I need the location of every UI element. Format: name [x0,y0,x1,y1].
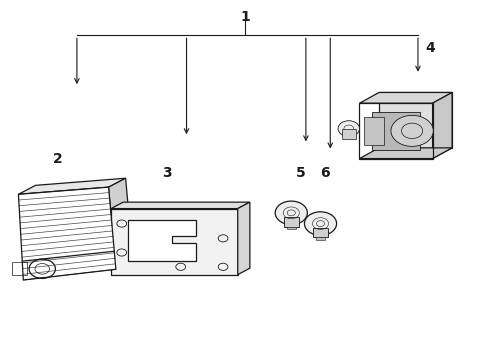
Bar [12,262,26,275]
Polygon shape [19,178,125,194]
Polygon shape [128,220,196,261]
Bar [316,237,325,240]
Polygon shape [111,208,238,275]
Text: 5: 5 [296,166,306,180]
Circle shape [275,201,307,225]
Polygon shape [111,202,250,208]
Polygon shape [379,93,452,148]
Bar [313,228,328,237]
Circle shape [304,212,337,235]
Text: 4: 4 [425,41,435,55]
Bar [284,217,299,226]
Polygon shape [238,202,250,275]
Text: 3: 3 [162,166,172,180]
Bar [287,226,295,229]
Bar [342,129,356,139]
Polygon shape [19,187,116,280]
Text: 6: 6 [320,166,330,180]
Polygon shape [360,93,452,103]
Bar [372,112,420,150]
Bar [365,117,384,145]
Polygon shape [360,148,452,158]
Text: 2: 2 [52,152,62,166]
Text: 1: 1 [240,10,250,24]
Polygon shape [109,178,133,269]
Circle shape [391,115,433,147]
Polygon shape [433,93,452,158]
Circle shape [338,121,360,136]
